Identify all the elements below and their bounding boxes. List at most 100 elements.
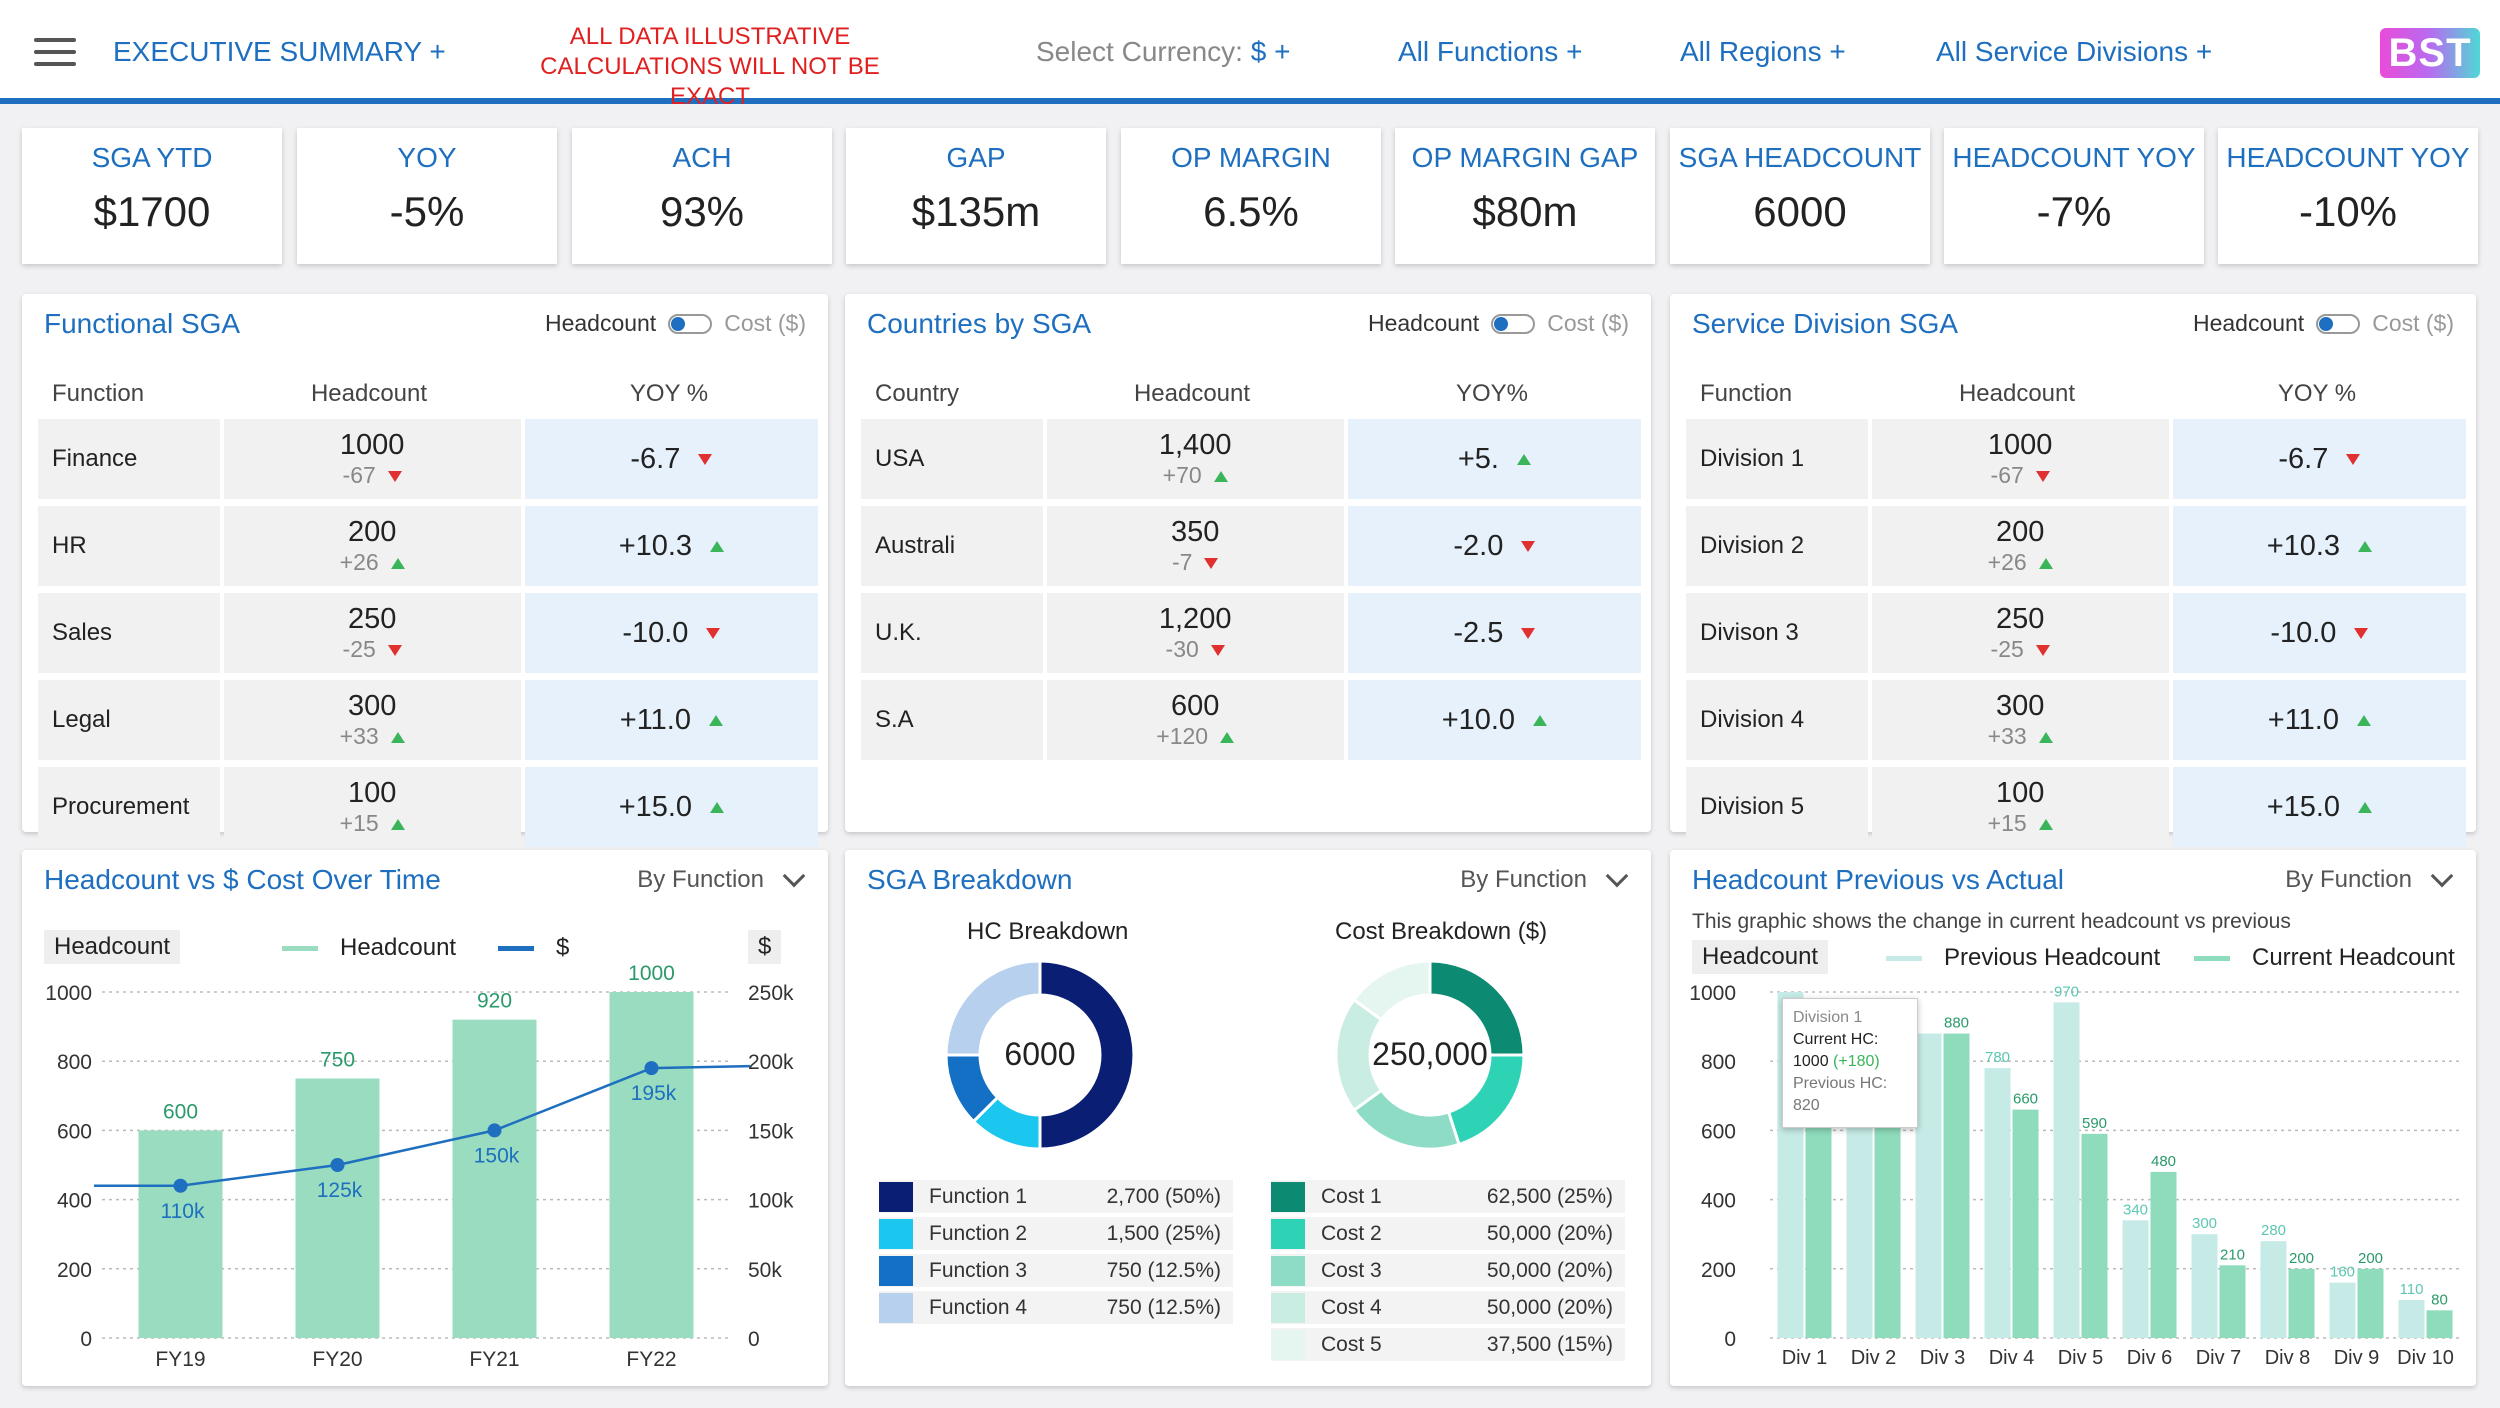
regions-filter[interactable]: All Regions + xyxy=(1680,36,1846,67)
currency-selector[interactable]: Select Currency: $ + xyxy=(1036,36,1290,68)
y-tick-label: 0 xyxy=(80,1328,92,1351)
toggle-switch[interactable] xyxy=(2316,313,2361,334)
legend-name: Cost 2 xyxy=(1321,1221,1382,1245)
legend-row[interactable]: Function 4 750 (12.5%) xyxy=(879,1291,1233,1324)
x-tick-label: Div 6 xyxy=(2127,1347,2173,1369)
table-row[interactable]: S.A 600 +120 +10.0 xyxy=(861,680,1641,760)
arrow-down-icon xyxy=(2035,645,2050,657)
bst-logo: BST xyxy=(2380,28,2480,78)
row-headcount: 100 +15 xyxy=(223,767,521,847)
toggle-switch[interactable] xyxy=(668,313,713,334)
col-header-yoy: YOY % xyxy=(629,380,709,407)
legend-swatch xyxy=(879,1292,913,1323)
tooltip-current-delta: (+180) xyxy=(1833,1053,1880,1070)
yoy-value: -2.5 xyxy=(1453,616,1504,649)
table-row[interactable]: Australi 350 -7 -2.0 xyxy=(861,506,1641,586)
line-data-label: 125k xyxy=(317,1179,363,1202)
legend-row[interactable]: Cost 3 50,000 (20%) xyxy=(1271,1254,1625,1287)
donut-slice xyxy=(1038,960,1135,1150)
arrow-up-icon xyxy=(2357,714,2371,726)
delta-value: +120 xyxy=(1156,723,1209,749)
table-row[interactable]: Division 5 100 +15 +15.0 xyxy=(1686,767,2466,847)
legend-row[interactable]: Function 3 750 (12.5%) xyxy=(879,1254,1233,1287)
delta-value: -25 xyxy=(1990,636,2024,662)
table-row[interactable]: Division 4 300 +33 +11.0 xyxy=(1686,680,2466,760)
headcount-delta: +120 xyxy=(1047,723,1344,750)
kpi-sga-headcount: SGA HEADCOUNT 6000 xyxy=(1670,128,1930,264)
bar-previous xyxy=(2398,1299,2425,1338)
yoy-value: +10.3 xyxy=(618,529,693,562)
table-row[interactable]: USA 1,400 +70 +5. xyxy=(861,419,1641,499)
row-headcount: 1000 -67 xyxy=(223,419,521,499)
arrow-down-icon xyxy=(387,645,402,657)
table-row[interactable]: Sales 250 -25 -10.0 xyxy=(38,593,818,673)
table-row[interactable]: U.K. 1,200 -30 -2.5 xyxy=(861,593,1641,673)
headcount-cost-toggle[interactable]: Headcount Cost ($) xyxy=(1368,310,1629,337)
by-function-dropdown[interactable]: By Function xyxy=(637,864,806,894)
delta-value: +70 xyxy=(1162,462,1202,488)
headcount-cost-toggle[interactable]: Headcount Cost ($) xyxy=(545,310,806,337)
executive-summary-menu[interactable]: EXECUTIVE SUMMARY + xyxy=(113,36,446,67)
row-yoy: +15.0 xyxy=(524,767,818,847)
row-yoy: -6.7 xyxy=(2172,419,2466,499)
x-tick-label: Div 7 xyxy=(2196,1347,2242,1369)
menu-icon[interactable] xyxy=(34,38,76,66)
legend-row[interactable]: Function 2 1,500 (25%) xyxy=(879,1217,1233,1250)
row-yoy: -10.0 xyxy=(2172,593,2466,673)
toggle-label-cost[interactable]: Cost ($) xyxy=(1547,310,1629,336)
headcount-cost-toggle[interactable]: Headcount Cost ($) xyxy=(2193,310,2454,337)
x-tick-label: Div 5 xyxy=(2058,1347,2104,1369)
bar-current xyxy=(2426,1310,2453,1338)
line-point xyxy=(487,1123,502,1138)
tooltip-previous-value: 820 xyxy=(1793,1097,1820,1114)
legend-row[interactable]: Cost 4 50,000 (20%) xyxy=(1271,1291,1625,1324)
legend-value: 37,500 (15%) xyxy=(1486,1332,1613,1356)
table-row[interactable]: Legal 300 +33 +11.0 xyxy=(38,680,818,760)
by-function-dropdown[interactable]: By Function xyxy=(1460,864,1629,894)
headcount-value: 100 xyxy=(1995,777,2045,809)
kpi-value: $1700 xyxy=(93,188,211,235)
table-row[interactable]: Procurement 100 +15 +15.0 xyxy=(38,767,818,847)
legend-row[interactable]: Cost 2 50,000 (20%) xyxy=(1271,1217,1625,1250)
table-row[interactable]: Divison 3 250 -25 -10.0 xyxy=(1686,593,2466,673)
row-name: Procurement xyxy=(38,767,220,847)
left-axis-badge: Headcount xyxy=(44,930,181,964)
legend-value: 50,000 (20%) xyxy=(1486,1221,1613,1245)
toggle-label-cost[interactable]: Cost ($) xyxy=(2372,310,2454,336)
bar-data-label: 200 xyxy=(2289,1250,2314,1267)
legend-swatch xyxy=(879,1218,913,1249)
currency-value[interactable]: $ + xyxy=(1250,36,1291,67)
col-header-headcount: Headcount xyxy=(310,380,428,407)
hc-total: 6000 xyxy=(1004,1036,1076,1072)
by-function-dropdown[interactable]: By Function xyxy=(2285,864,2454,894)
table-row[interactable]: Division 1 1000 -67 -6.7 xyxy=(1686,419,2466,499)
legend-row[interactable]: Function 1 2,700 (50%) xyxy=(879,1180,1233,1213)
divisions-filter[interactable]: All Service Divisions + xyxy=(1936,36,2213,67)
functions-filter[interactable]: All Functions + xyxy=(1398,36,1583,67)
table-row[interactable]: Division 2 200 +26 +10.3 xyxy=(1686,506,2466,586)
bar-current xyxy=(2288,1268,2315,1338)
bar-data-label: 110 xyxy=(2400,1281,2424,1298)
tooltip-current-value: 1000 xyxy=(1793,1053,1829,1070)
toggle-label-cost[interactable]: Cost ($) xyxy=(724,310,806,336)
arrow-down-icon xyxy=(1210,645,1225,657)
toggle-switch[interactable] xyxy=(1491,313,1536,334)
toggle-label-headcount[interactable]: Headcount xyxy=(2192,310,2305,336)
row-yoy: +15.0 xyxy=(2172,767,2466,847)
kpi-value: $135m xyxy=(911,188,1041,235)
bar-data-label: 160 xyxy=(2330,1264,2355,1281)
arrow-down-icon xyxy=(2346,453,2361,465)
y-tick-label: 0 xyxy=(1724,1328,1736,1351)
legend-row[interactable]: Cost 5 37,500 (15%) xyxy=(1271,1328,1625,1361)
delta-value: +15 xyxy=(1987,810,2027,836)
line-data-label: 150k xyxy=(474,1144,520,1167)
row-headcount: 300 +33 xyxy=(1871,680,2169,760)
table-row[interactable]: Finance 1000 -67 -6.7 xyxy=(38,419,818,499)
table-row[interactable]: HR 200 +26 +10.3 xyxy=(38,506,818,586)
legend-row[interactable]: Cost 1 62,500 (25%) xyxy=(1271,1180,1625,1213)
row-yoy: -2.0 xyxy=(1347,506,1641,586)
toggle-label-headcount[interactable]: Headcount xyxy=(544,310,657,336)
toggle-label-headcount[interactable]: Headcount xyxy=(1367,310,1480,336)
kpi-value: -10% xyxy=(2298,188,2398,235)
headcount-value: 300 xyxy=(1995,690,2045,722)
